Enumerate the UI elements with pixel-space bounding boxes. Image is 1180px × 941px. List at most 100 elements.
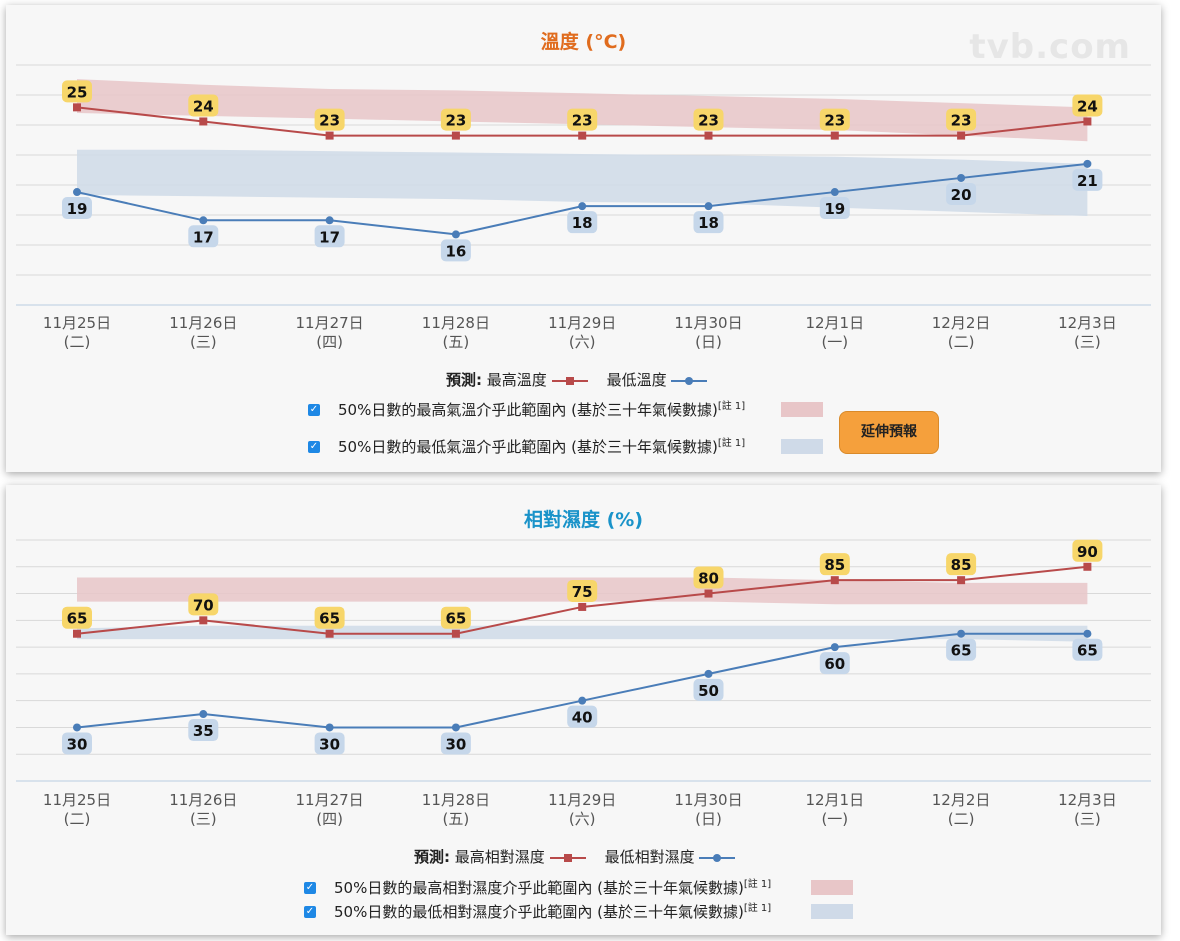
data-label-bg	[440, 239, 471, 262]
band-max-checkbox[interactable]: ✓	[308, 404, 320, 416]
data-label-bg	[440, 732, 471, 755]
band-min-range	[77, 625, 1088, 642]
legend-min-line-icon	[671, 376, 708, 385]
max-point-marker	[578, 602, 587, 611]
min-point-marker	[830, 188, 839, 197]
data-label-bg	[819, 197, 850, 220]
data-label: 19	[67, 200, 88, 218]
band-min-legend: 50%日數的最低氣溫介乎此範圍內 (基於三十年氣候數據)[註 1]	[338, 434, 745, 457]
data-label-bg	[567, 579, 598, 602]
data-label: 23	[951, 112, 972, 130]
max-point-marker	[73, 103, 81, 112]
x-tick-label: 11月30日	[674, 314, 742, 332]
legend-max-line-icon	[551, 376, 588, 385]
legend-min-line-icon	[699, 853, 736, 862]
max-point-marker	[199, 117, 208, 126]
data-label-bg	[1072, 539, 1103, 562]
data-label: 23	[445, 112, 466, 130]
x-tick-weekday: (二)	[64, 333, 91, 351]
min-point-marker	[73, 723, 81, 732]
data-label-bg	[693, 678, 724, 701]
data-label: 50	[698, 682, 719, 700]
data-label: 40	[572, 709, 593, 727]
x-tick-label: 11月30日	[674, 791, 742, 809]
min-point-marker	[73, 188, 81, 197]
max-point-marker	[704, 589, 713, 598]
data-label-bg	[440, 108, 471, 131]
note-link[interactable]: [註 1]	[743, 903, 772, 914]
data-label-bg	[1072, 94, 1103, 117]
data-label-bg	[819, 108, 850, 131]
x-tick-weekday: (五)	[443, 333, 470, 351]
x-tick-label: 12月2日	[932, 791, 991, 809]
min-point-marker	[1083, 629, 1092, 638]
legend-min-label: 最低相對濕度	[604, 848, 695, 866]
band-min-swatch	[811, 904, 853, 919]
data-label-bg	[1072, 168, 1103, 191]
data-label-bg	[62, 732, 92, 755]
min-point-marker	[578, 696, 587, 705]
band-min-legend: 50%日數的最低相對濕度介乎此範圍內 (基於三十年氣候數據)[註 1]	[334, 899, 771, 922]
data-label-bg	[819, 553, 850, 576]
max-point-marker	[830, 576, 839, 585]
x-tick-label: 11月26日	[169, 791, 237, 809]
data-label-bg	[314, 225, 345, 248]
x-tick-weekday: (日)	[695, 810, 722, 828]
data-label-bg	[946, 638, 977, 661]
x-tick-label: 11月27日	[296, 791, 364, 809]
band-max-text: 50%日數的最高相對濕度介乎此範圍內 (基於三十年氣候數據)	[334, 879, 744, 897]
x-tick-label: 12月1日	[805, 791, 864, 809]
band-min-checkbox[interactable]: ✓	[308, 441, 320, 453]
max-point-marker	[830, 131, 839, 140]
data-label: 21	[1077, 172, 1098, 190]
note-link[interactable]: [註 1]	[717, 438, 746, 449]
max-point-marker	[957, 131, 966, 140]
band-min-checkbox[interactable]: ✓	[304, 906, 316, 918]
data-label: 65	[67, 610, 88, 628]
data-label: 65	[951, 642, 972, 660]
data-label-bg	[567, 705, 598, 728]
max-point-marker	[578, 131, 587, 140]
data-label-bg	[62, 197, 92, 220]
min-point-marker	[325, 723, 334, 732]
max-point-marker	[325, 131, 334, 140]
x-tick-weekday: (四)	[316, 810, 343, 828]
note-link[interactable]: [註 1]	[743, 879, 772, 890]
max-point-marker	[957, 576, 966, 585]
data-label-bg	[314, 606, 345, 629]
data-label: 24	[1077, 97, 1098, 115]
forecast-label: 預測:	[446, 371, 482, 389]
max-point-marker	[451, 131, 460, 140]
band-max-checkbox[interactable]: ✓	[304, 882, 316, 894]
band-min-text: 50%日數的最低氣溫介乎此範圍內 (基於三十年氣候數據)	[338, 438, 718, 456]
data-label: 30	[319, 735, 340, 753]
max-point-marker	[199, 616, 208, 625]
data-label: 17	[193, 228, 214, 246]
x-tick-weekday: (二)	[948, 810, 975, 828]
data-label: 24	[193, 97, 214, 115]
band-max-swatch	[811, 880, 853, 895]
max-point-marker	[325, 629, 334, 638]
x-tick-weekday: (六)	[569, 810, 596, 828]
data-label: 30	[445, 735, 466, 753]
extended-forecast-button[interactable]: 延伸預報	[839, 411, 939, 454]
data-label-bg	[62, 80, 92, 103]
temperature-panel: tvb.com 溫度 (°C) 25 24 23 23 23 23 23 23 24 19 17 17…	[6, 5, 1161, 472]
min-point-marker	[578, 202, 587, 211]
data-label: 30	[67, 735, 88, 753]
x-tick-weekday: (四)	[316, 333, 343, 351]
data-label-bg	[188, 94, 219, 117]
humidity-panel: 相對濕度 (%) 65 70 65 65 75 80 85 85 90 30 35 30 30 40 50 6…	[6, 485, 1161, 935]
min-point-marker	[451, 723, 460, 732]
data-label-bg	[188, 225, 219, 248]
max-point-marker	[1083, 562, 1092, 571]
min-point-marker	[957, 173, 966, 182]
data-label: 65	[319, 610, 340, 628]
x-tick-label: 12月2日	[932, 314, 991, 332]
note-link[interactable]: [註 1]	[717, 401, 746, 412]
data-label: 90	[1077, 543, 1098, 561]
data-label: 35	[193, 722, 214, 740]
data-label: 25	[67, 83, 88, 101]
x-tick-weekday: (三)	[190, 333, 217, 351]
data-label-bg	[567, 108, 598, 131]
